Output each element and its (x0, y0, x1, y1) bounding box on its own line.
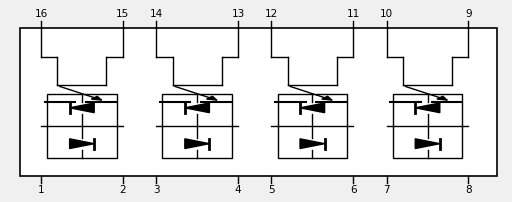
Bar (393, 94, 462, 158)
Text: 7: 7 (383, 185, 390, 195)
Polygon shape (300, 139, 325, 148)
Bar (47, 94, 117, 158)
Text: 11: 11 (347, 9, 360, 19)
Polygon shape (415, 103, 440, 113)
Text: 5: 5 (268, 185, 274, 195)
Text: 6: 6 (350, 185, 356, 195)
Polygon shape (300, 103, 325, 113)
Text: 16: 16 (34, 9, 48, 19)
Text: 15: 15 (116, 9, 130, 19)
Text: 4: 4 (235, 185, 241, 195)
Text: 2: 2 (120, 185, 126, 195)
Polygon shape (437, 96, 447, 100)
Text: 14: 14 (150, 9, 163, 19)
Polygon shape (70, 139, 94, 148)
Bar (162, 94, 232, 158)
Text: 8: 8 (465, 185, 472, 195)
Polygon shape (91, 96, 101, 100)
Text: 9: 9 (465, 9, 472, 19)
Text: 10: 10 (380, 9, 393, 19)
Bar (278, 94, 347, 158)
Text: 13: 13 (231, 9, 245, 19)
Text: 3: 3 (153, 185, 159, 195)
Polygon shape (415, 139, 440, 148)
Polygon shape (322, 96, 332, 100)
Polygon shape (206, 96, 217, 100)
Text: 12: 12 (265, 9, 278, 19)
Bar (20, 28, 497, 176)
Polygon shape (185, 139, 209, 148)
Polygon shape (70, 103, 94, 113)
Polygon shape (185, 103, 209, 113)
Text: 1: 1 (38, 185, 44, 195)
